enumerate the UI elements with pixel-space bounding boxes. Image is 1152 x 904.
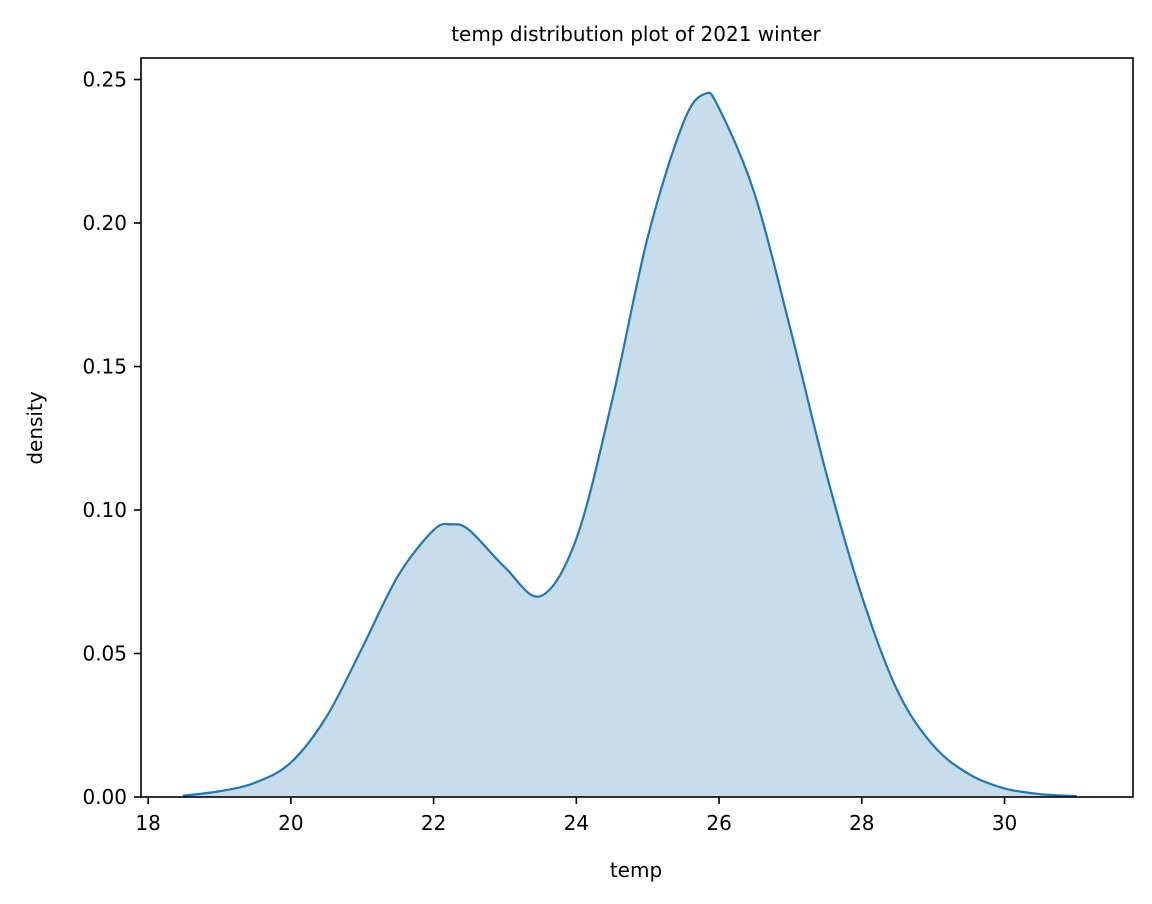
density-curve bbox=[182, 91, 1078, 798]
y-axis: 0.00 0.05 0.10 0.15 0.20 0.25 bbox=[82, 68, 141, 809]
y-tick-label: 0.20 bbox=[82, 211, 127, 235]
y-tick-label: 0.25 bbox=[82, 68, 127, 92]
plot-frame bbox=[140, 57, 1134, 798]
y-tick-label: 0.15 bbox=[82, 355, 127, 379]
x-tick-label: 30 bbox=[992, 811, 1017, 835]
x-tick-label: 18 bbox=[135, 811, 160, 835]
y-tick-label: 0.10 bbox=[82, 498, 127, 522]
y-axis-label: density bbox=[23, 391, 47, 464]
y-tick-label: 0.00 bbox=[82, 785, 127, 809]
plot-area bbox=[140, 57, 1134, 798]
x-tick-label: 22 bbox=[421, 811, 446, 835]
x-tick-label: 20 bbox=[278, 811, 303, 835]
x-tick-label: 28 bbox=[849, 811, 874, 835]
chart-title: temp distribution plot of 2021 winter bbox=[451, 22, 821, 46]
x-axis-label: temp bbox=[610, 858, 662, 882]
x-tick-label: 24 bbox=[564, 811, 589, 835]
x-axis: 18 20 22 24 26 28 30 bbox=[135, 797, 1017, 835]
density-area-fill bbox=[183, 92, 1076, 798]
x-tick-label: 26 bbox=[706, 811, 731, 835]
y-tick-label: 0.05 bbox=[82, 642, 127, 666]
